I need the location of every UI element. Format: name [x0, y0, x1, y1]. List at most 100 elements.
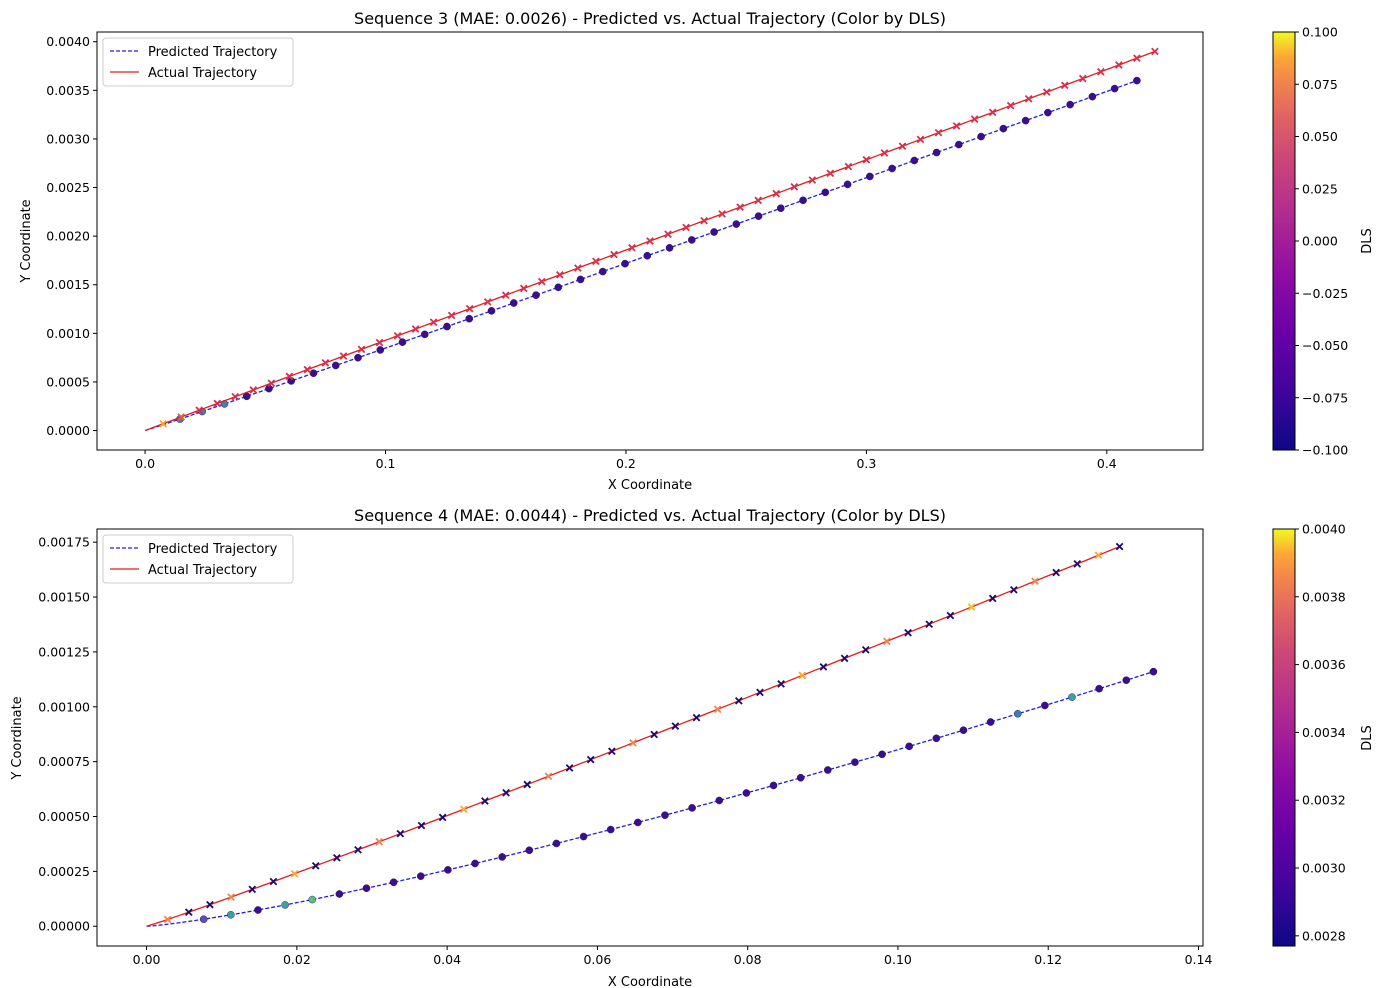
predicted-point — [199, 915, 208, 924]
actual-point — [718, 210, 726, 218]
predicted-point — [688, 236, 696, 244]
colorbar-tick-label: 0.100 — [1302, 25, 1338, 40]
y-axis-label: Y Coordinate — [19, 199, 34, 283]
actual-point — [159, 419, 167, 428]
x-tick-label: 0.3 — [856, 456, 876, 471]
actual-point — [1042, 88, 1051, 96]
colorbar-ticks: −0.100 −0.075 −0.050 −0.025 0.000 0.025 0.050 0… — [1295, 25, 1348, 458]
y-tick-label: 0.0000 — [46, 423, 90, 438]
predicted-point — [905, 742, 914, 751]
colorbar-tick-label: 0.0038 — [1302, 589, 1346, 604]
predicted-point — [308, 895, 317, 904]
colorbar-label: DLS — [1360, 725, 1375, 751]
y-tick-label: 0.0025 — [46, 180, 90, 195]
y-tick-label: 0.0040 — [46, 34, 90, 49]
actual-point — [321, 359, 330, 367]
colorbar-tick-label: −0.075 — [1302, 390, 1348, 405]
predicted-point — [579, 832, 588, 841]
actual-point — [375, 338, 384, 347]
predicted-point — [1122, 676, 1131, 685]
legend-predicted-label: Predicted Trajectory — [148, 542, 278, 557]
predicted-point — [1013, 709, 1022, 718]
actual-point — [880, 149, 889, 157]
colorbar-tick-label: 0.0040 — [1302, 522, 1346, 537]
x-tick-label: 0.4 — [1097, 456, 1117, 471]
actual-trajectory-line — [146, 545, 1120, 927]
x-axis-label: X Coordinate — [608, 975, 692, 988]
predicted-point — [416, 872, 425, 880]
actual-point — [650, 730, 659, 739]
predicted-point — [932, 734, 941, 743]
y-tick-label: 0.0015 — [46, 277, 90, 292]
legend-actual-label: Actual Trajectory — [148, 66, 257, 81]
actual-point — [682, 223, 690, 232]
actual-point — [840, 654, 849, 663]
actual-point — [354, 845, 362, 854]
predicted-point — [661, 811, 669, 820]
x-tick-label: 0.02 — [283, 952, 311, 967]
actual-point — [1060, 81, 1069, 90]
predicted-trajectory-line — [144, 79, 1138, 432]
actual-point — [790, 183, 799, 191]
actual-point — [519, 284, 528, 293]
colorbar-tick-label: 0.075 — [1302, 77, 1338, 92]
colorbar-gradient — [1272, 31, 1296, 451]
predicted-point — [1021, 116, 1030, 125]
axes-frame — [96, 31, 1204, 451]
predicted-point — [843, 180, 852, 189]
x-tick-label: 0.08 — [734, 952, 762, 967]
actual-point — [290, 869, 299, 878]
colorbar-tick-label: 0.000 — [1302, 234, 1338, 249]
actual-point — [502, 788, 510, 797]
predicted-point — [851, 758, 859, 767]
predicted-point — [688, 804, 696, 812]
actual-point — [819, 663, 828, 671]
actual-point — [946, 611, 955, 620]
actual-point — [844, 162, 853, 171]
predicted-point — [398, 338, 407, 346]
actual-point — [269, 877, 278, 886]
actual-point — [206, 900, 214, 909]
predicted-point — [1133, 76, 1141, 85]
actual-point — [1052, 568, 1060, 577]
actual-point — [396, 829, 405, 838]
predicted-point — [376, 346, 385, 354]
predicted-point — [465, 314, 474, 323]
actual-point — [574, 264, 582, 272]
predicted-point — [532, 291, 540, 299]
actual-point — [916, 135, 925, 144]
actual-point — [1096, 67, 1105, 76]
legend-actual-label: Actual Trajectory — [148, 563, 257, 578]
colorbar: −0.100 −0.075 −0.050 −0.025 0.000 0.025 0.050 0… — [1272, 25, 1375, 458]
actual-point — [438, 813, 447, 822]
predicted-point — [309, 369, 318, 378]
actual-point — [692, 713, 701, 722]
colorbar-tick-label: −0.050 — [1302, 338, 1348, 353]
predicted-point — [742, 789, 751, 797]
predicted-point — [754, 212, 763, 220]
predicted-point — [866, 172, 874, 181]
predicted-point — [643, 251, 652, 260]
y-tick-label: 0.0010 — [46, 326, 90, 341]
colorbar-tick-label: 0.0030 — [1302, 861, 1346, 876]
predicted-point — [498, 853, 506, 861]
predicted-point — [554, 283, 563, 292]
actual-point — [1094, 551, 1103, 560]
actual-point — [592, 257, 600, 266]
predicted-point — [487, 307, 496, 315]
x-tick-label: 0.12 — [1034, 952, 1062, 967]
y-tick-label: 0.00150 — [38, 590, 90, 605]
x-axis-label: X Coordinate — [608, 478, 692, 493]
predicted-point — [715, 796, 724, 805]
predicted-point — [1041, 701, 1049, 710]
predicted-point — [1068, 693, 1076, 701]
legend: Predicted Trajectory Actual Trajectory — [102, 534, 294, 584]
actual-point — [925, 620, 934, 628]
predicted-point — [471, 859, 479, 868]
y-tick-label: 0.0005 — [46, 374, 90, 389]
actual-point — [1133, 54, 1141, 63]
legend-frame — [102, 534, 294, 584]
actual-point — [967, 603, 976, 611]
actual-point — [1078, 74, 1087, 83]
